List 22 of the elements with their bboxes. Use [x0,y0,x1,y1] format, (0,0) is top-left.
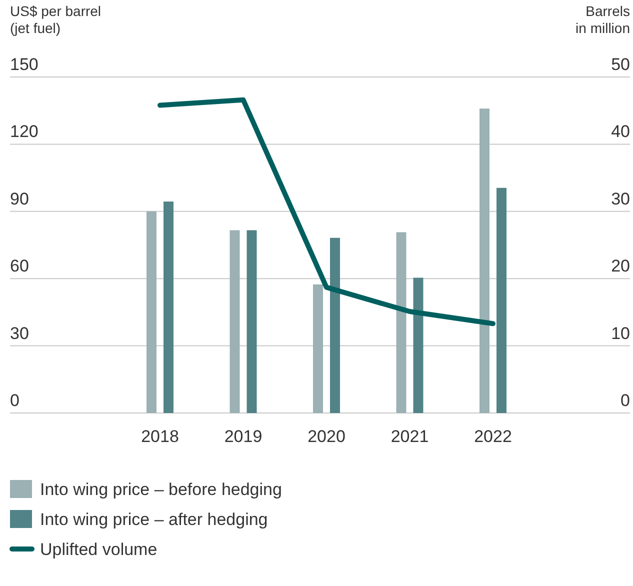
x-tick-label: 2019 [224,427,262,446]
y-tick-label: 120 [10,122,38,142]
y-tick-label: 90 [10,189,29,208]
legend-label: Into wing price – after hedging [40,510,268,529]
y2-tick-label: 30 [611,189,630,208]
y-tick-label: 0 [10,391,20,410]
y-tick-label: 150 [10,55,38,74]
x-tick-label: 2020 [308,427,346,446]
y2-tick-label: 50 [611,55,630,74]
legend-label: Uplifted volume [40,540,158,559]
y-axis-title: US$ per barrel (jet fuel) [10,3,102,36]
x-tick-label: 2021 [390,427,429,446]
y2-tick-label: 0 [620,391,630,410]
y-tick-label: 30 [10,324,29,343]
y2-tick-label: 40 [611,122,630,142]
x-tick-label: 2018 [141,427,179,446]
legend-label: Into wing price – before hedging [40,480,282,499]
x-tick-label: 2022 [474,427,512,446]
y-tick-label: 60 [10,256,29,276]
y2-axis-title: Barrels in million [576,3,630,36]
y2-tick-label: 20 [611,256,630,276]
y2-tick-label: 10 [611,324,630,343]
